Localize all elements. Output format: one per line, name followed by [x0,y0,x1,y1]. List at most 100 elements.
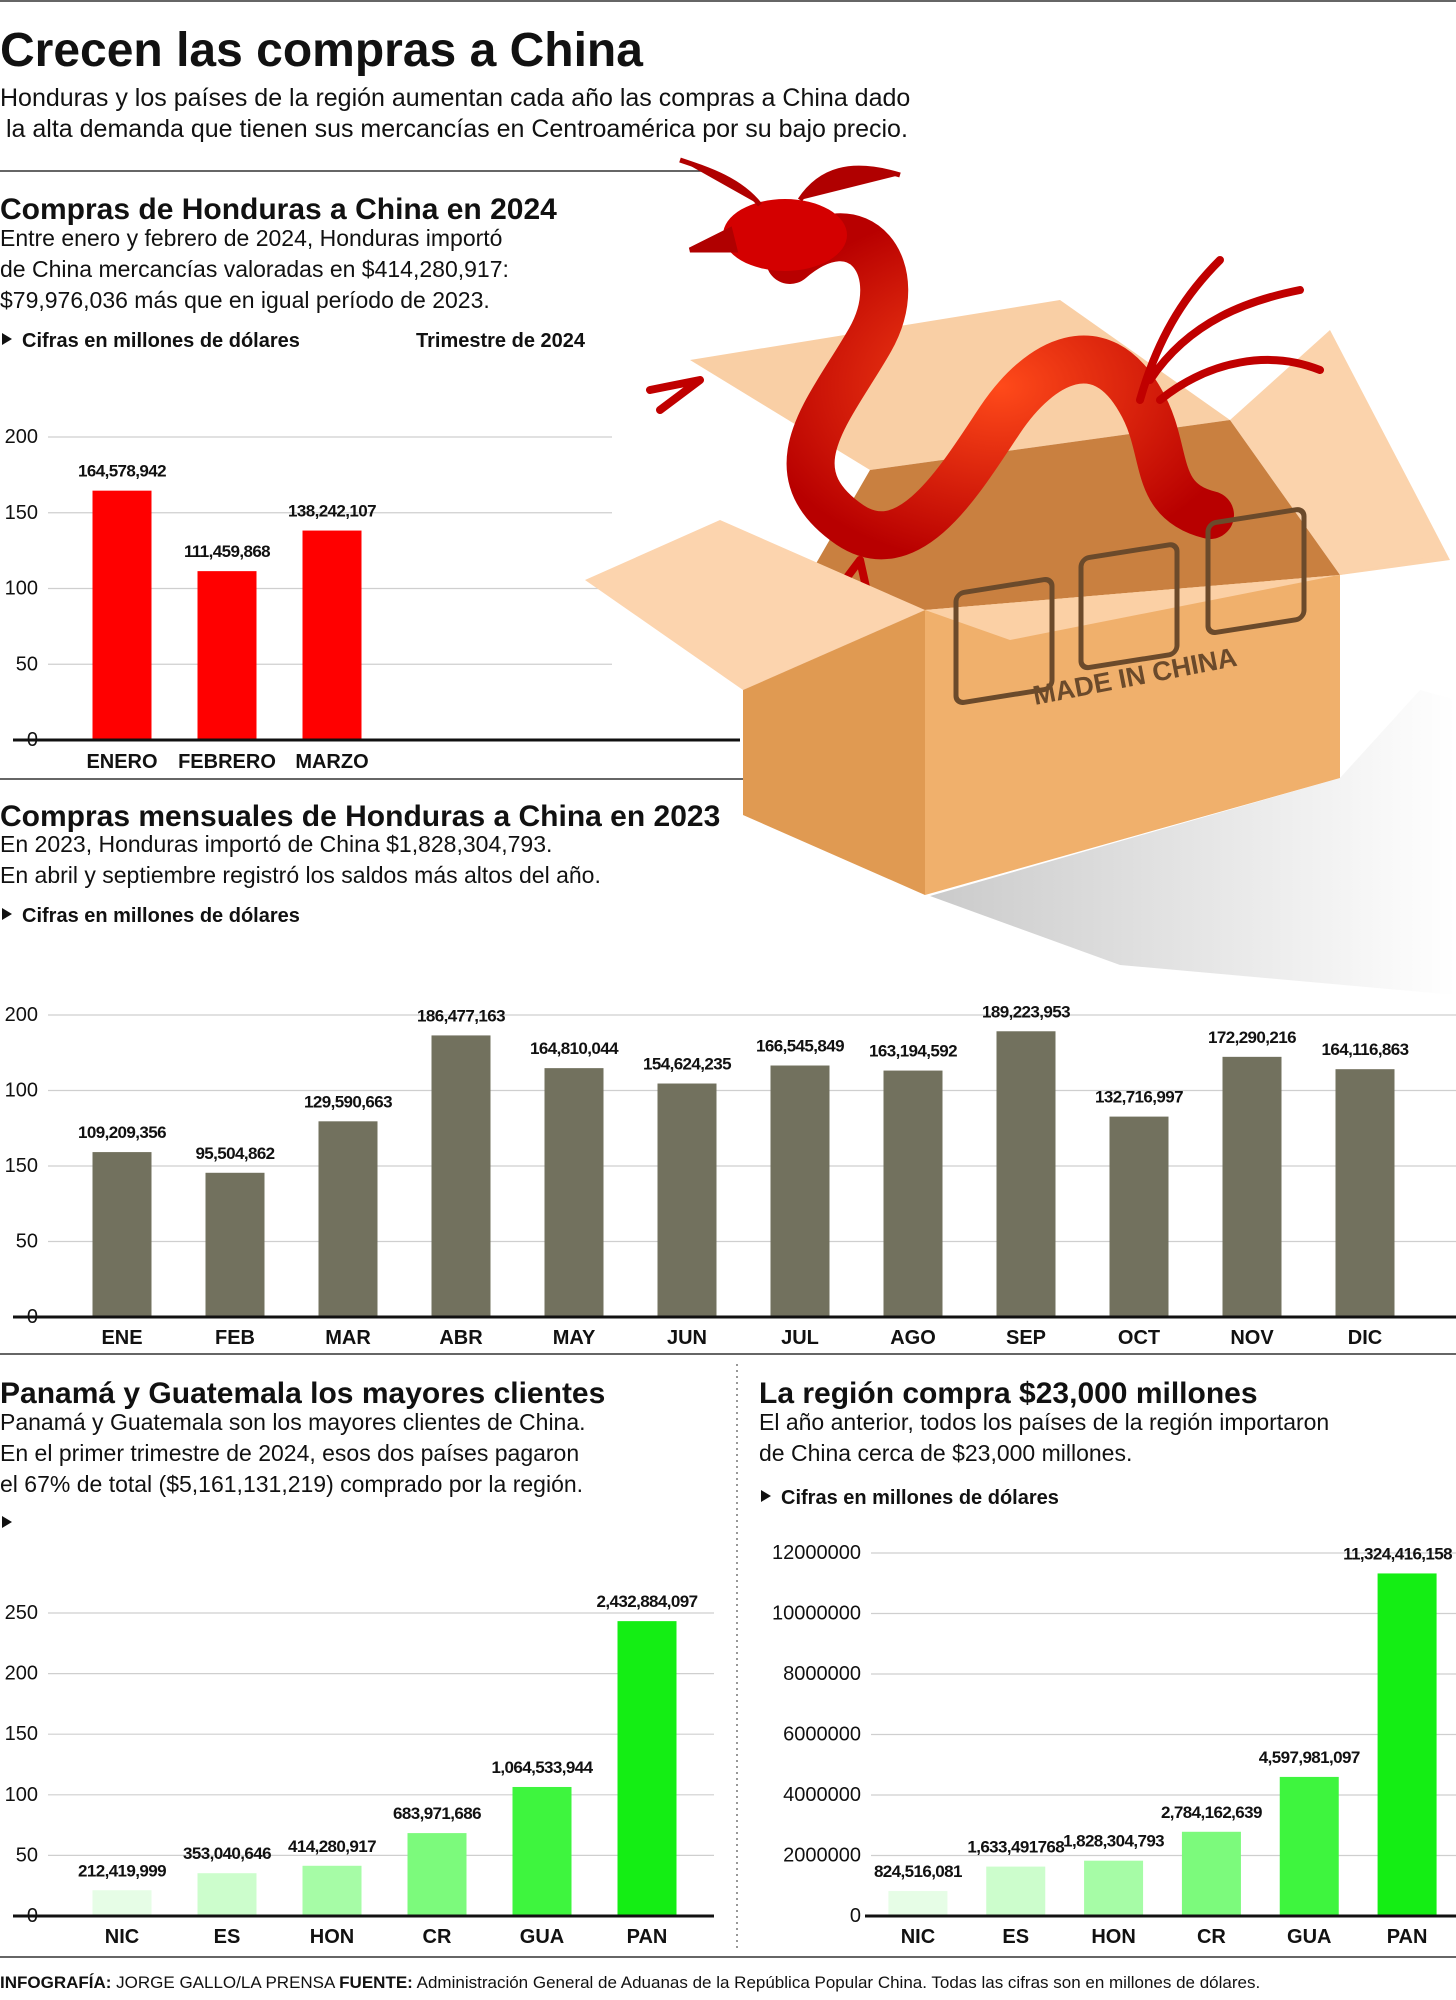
value-label: 164,810,044 [530,1039,619,1058]
dragon-mane [1136,256,1324,404]
y-tick-label: 200 [5,426,38,448]
y-tick-label: 50 [16,1231,38,1253]
y-tick-label: 100 [5,1080,38,1102]
value-label: 129,590,663 [304,1092,392,1111]
y-tick-label: 250 [5,1602,38,1624]
x-tick-label: NIC [105,1926,139,1948]
note-marker [2,333,12,345]
value-label: 164,578,942 [78,462,166,481]
x-tick-label: AGO [890,1327,936,1349]
illustration: MADE IN CHINA [585,157,1456,995]
dragon-claws [646,376,874,609]
unit-note: Cifras en millones de dólares [22,330,300,352]
section-title: La región compra $23,000 millones [759,1377,1258,1410]
value-label: 212,419,999 [78,1861,166,1880]
value-label: 11,324,416,158 [1343,1544,1452,1563]
section-description: el 67% de total ($5,161,131,219) comprad… [0,1471,583,1497]
section-description: Entre enero y febrero de 2024, Honduras … [0,225,502,251]
x-tick-label: GUA [1287,1926,1331,1948]
bar [1222,1056,1282,1317]
page-subtitle: la alta demanda que tienen sus mercancía… [6,115,908,143]
value-label: 109,209,356 [78,1123,166,1142]
value-label: 132,716,997 [1095,1088,1183,1107]
x-tick-label: HON [1091,1926,1135,1948]
value-label: 1,828,304,793 [1063,1832,1164,1851]
value-label: 824,516,081 [874,1862,962,1881]
x-tick-label: CR [423,1926,452,1948]
bar [302,1865,362,1916]
bar [318,1121,378,1317]
y-tick-label: 8000000 [783,1663,861,1685]
page-subtitle: Honduras y los países de la región aumen… [0,84,910,112]
x-tick-label: OCT [1118,1327,1160,1349]
bar [996,1031,1056,1317]
y-tick-label: 150 [5,502,38,524]
x-tick-label: MARZO [295,751,368,773]
source-label: FUENTE: [339,1973,413,1992]
x-tick-label: ES [214,1926,241,1948]
y-tick-label: 12000000 [772,1542,861,1564]
section-description: de China mercancías valoradas en $414,28… [0,256,509,282]
y-tick-label: 50 [16,653,38,675]
section-title: Compras mensuales de Honduras a China en… [0,800,720,833]
y-tick-label: 4000000 [783,1784,861,1806]
bar [1109,1116,1169,1317]
y-tick-label: 10000000 [772,1603,861,1625]
section-description: En el primer trimestre de 2024, esos dos… [0,1440,579,1466]
section-description: $79,976,036 más que en igual período de … [0,287,490,313]
bar [302,530,362,740]
x-tick-label: NIC [901,1926,935,1948]
bar [431,1035,491,1317]
bar [92,490,152,740]
x-tick-label: ENERO [86,751,157,773]
x-tick-label: MAY [553,1327,596,1349]
icon-umbrella [1205,507,1307,636]
box-shadow [930,690,1456,995]
y-tick-label: 2000000 [783,1845,861,1867]
source: Administración General de Aduanas de la … [417,1973,1261,1992]
section-description: En 2023, Honduras importó de China $1,82… [0,831,552,857]
bar [92,1890,152,1916]
footer-text: INFOGRAFÍA: JORGE GALLO/LA PRENSA FUENTE… [0,1973,1260,1992]
y-tick-label: 200 [5,1663,38,1685]
x-tick-label: FEBRERO [178,751,276,773]
value-label: 1,064,533,944 [492,1758,594,1777]
unit-note: Cifras en millones de dólares [22,905,300,927]
section-description: El año anterior, todos los países de la … [759,1409,1329,1435]
x-tick-label: SEP [1006,1327,1046,1349]
bar [1335,1069,1395,1317]
y-tick-label: 150 [5,1155,38,1177]
icon-arrows [953,577,1055,705]
value-label: 186,477,163 [417,1006,505,1025]
y-tick-label: 150 [5,1723,38,1745]
bar [197,1873,257,1916]
y-tick-label: 200 [5,1004,38,1026]
bar [888,1891,948,1916]
bar [512,1786,572,1916]
bar [1279,1776,1339,1916]
value-label: 164,116,863 [1322,1040,1409,1059]
bar [657,1083,717,1317]
x-tick-label: NOV [1230,1327,1274,1349]
note-marker [2,1516,12,1528]
x-tick-label: CR [1197,1926,1226,1948]
value-label: 172,290,216 [1208,1028,1296,1047]
bar [197,571,257,740]
page-title: Crecen las compras a China [0,24,643,77]
x-tick-label: ENE [101,1327,142,1349]
bar [986,1866,1046,1916]
section-description: En abril y septiembre registró los saldo… [0,862,601,888]
x-tick-label: DIC [1348,1327,1382,1349]
value-label: 4,597,981,097 [1259,1748,1360,1767]
x-tick-label: GUA [520,1926,564,1948]
value-label: 353,040,646 [183,1844,271,1863]
period-label: Trimestre de 2024 [416,330,586,352]
x-tick-label: MAR [325,1327,371,1349]
dragon-horns [679,157,901,253]
value-label: 154,624,235 [643,1055,731,1074]
x-tick-label: FEB [215,1327,255,1349]
y-tick-label: 50 [16,1844,38,1866]
bar [544,1068,604,1317]
bar [205,1172,265,1317]
unit-note: Cifras en millones de dólares [781,1487,1059,1509]
